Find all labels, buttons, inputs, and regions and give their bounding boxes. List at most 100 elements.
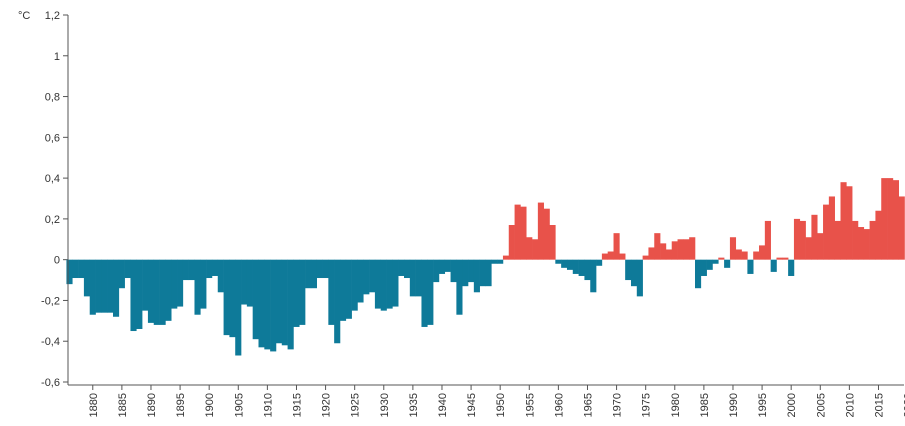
bar-1938 [427, 259, 434, 325]
x-tick-label: 1945 [466, 393, 478, 417]
x-tick-label: 1920 [321, 393, 333, 417]
x-tick-label: 2000 [786, 393, 798, 417]
x-tick-label: 1980 [670, 393, 682, 417]
bar-1983 [689, 237, 696, 260]
bar-1978 [660, 243, 667, 260]
x-tick-label: 1915 [291, 393, 303, 417]
bar-1876 [66, 259, 73, 285]
bar-1883 [107, 259, 114, 313]
bar-1891 [153, 259, 160, 325]
bar-1930 [380, 259, 387, 311]
bar-1929 [374, 259, 382, 309]
bar-1986 [706, 259, 713, 270]
bar-1933 [398, 259, 405, 276]
bar-1951 [502, 255, 510, 260]
y-tick-label: 0 [54, 255, 60, 267]
y-tick-label: 0,8 [45, 92, 60, 104]
bar-1877 [72, 259, 79, 279]
bar-1982 [683, 239, 690, 260]
bar-1889 [142, 259, 149, 311]
bar-1920 [322, 259, 329, 279]
x-tick-label: 1960 [553, 393, 565, 417]
x-tick-label: 1885 [117, 393, 129, 417]
bar-1878 [78, 259, 85, 279]
x-tick-label: 1890 [146, 393, 158, 417]
bar-1954 [520, 206, 527, 260]
bar-1946 [473, 259, 480, 293]
bar-1977 [654, 233, 661, 260]
x-tick-label: 2020 [903, 393, 905, 417]
bar-1893 [165, 259, 172, 321]
y-tick-label: -0,4 [41, 336, 60, 348]
bar-2012 [857, 227, 865, 260]
bar-1910 [264, 259, 271, 350]
bar-2011 [852, 220, 859, 260]
bar-1904 [229, 259, 236, 338]
y-tick-label: 0,2 [45, 214, 60, 226]
bar-2004 [811, 214, 818, 260]
bar-2000 [788, 259, 795, 276]
bar-1972 [625, 259, 632, 281]
bar-1985 [700, 259, 707, 276]
bar-2017 [887, 178, 894, 260]
bar-1998 [776, 257, 783, 260]
bar-1896 [182, 259, 189, 281]
bar-1943 [456, 259, 463, 315]
bar-1959 [549, 225, 556, 260]
y-tick-label: -0,2 [41, 295, 60, 307]
bar-1915 [293, 259, 300, 327]
bar-1928 [369, 259, 376, 293]
bar-1917 [305, 259, 312, 289]
bar-2018 [892, 180, 899, 260]
bar-1935 [409, 259, 416, 297]
bar-1952 [508, 225, 515, 260]
bar-1987 [712, 259, 719, 264]
bar-1976 [648, 247, 655, 260]
bar-1950 [497, 259, 504, 264]
bar-1924 [345, 259, 352, 319]
x-tick-label: 1935 [408, 393, 420, 417]
bar-1900 [206, 259, 213, 279]
x-tick-label: 1910 [262, 393, 274, 417]
x-tick-label: 1985 [699, 393, 711, 417]
bar-1921 [328, 259, 335, 325]
bar-1956 [532, 239, 539, 260]
bar-1953 [514, 204, 521, 260]
bar-2001 [793, 218, 801, 260]
x-tick-label: 1925 [350, 393, 362, 417]
bar-2019 [898, 196, 905, 260]
y-axis-ticks: -0,6 -0,4 -0,2 0 0,2 0,4 0,6 0,8 1 1,2 [41, 10, 68, 389]
bar-2007 [828, 196, 835, 260]
bar-1997 [770, 259, 777, 272]
bar-1887 [130, 259, 137, 332]
bar-1966 [590, 259, 597, 293]
bar-1932 [392, 259, 399, 307]
bar-1918 [310, 259, 317, 289]
bar-1907 [246, 259, 253, 307]
bar-1955 [526, 237, 533, 260]
bar-2005 [817, 233, 824, 260]
bar-1973 [630, 259, 638, 287]
bar-1967 [596, 259, 603, 266]
bar-1996 [764, 220, 771, 260]
x-tick-label: 1990 [728, 393, 740, 417]
x-tick-label: 1965 [582, 393, 594, 417]
bar-1914 [287, 259, 294, 350]
bar-1884 [113, 259, 120, 317]
bar-1923 [339, 259, 347, 321]
bar-1971 [619, 253, 626, 260]
bar-1922 [334, 259, 341, 344]
bar-2003 [805, 237, 812, 260]
x-tick-label: 1940 [437, 393, 449, 417]
bar-1961 [561, 259, 568, 268]
x-axis-ticks: 1880 1885 1890 1895 1900 1905 1910 1915 1920 1925… [88, 385, 905, 417]
bar-2010 [846, 186, 853, 260]
bar-1949 [491, 259, 498, 264]
bar-1991 [735, 249, 742, 260]
bar-1990 [729, 237, 737, 260]
bar-2006 [823, 204, 830, 260]
bar-1931 [386, 259, 393, 309]
bar-1902 [217, 259, 224, 293]
x-tick-label: 1900 [204, 393, 216, 417]
y-tick-label: -0,6 [41, 377, 60, 389]
